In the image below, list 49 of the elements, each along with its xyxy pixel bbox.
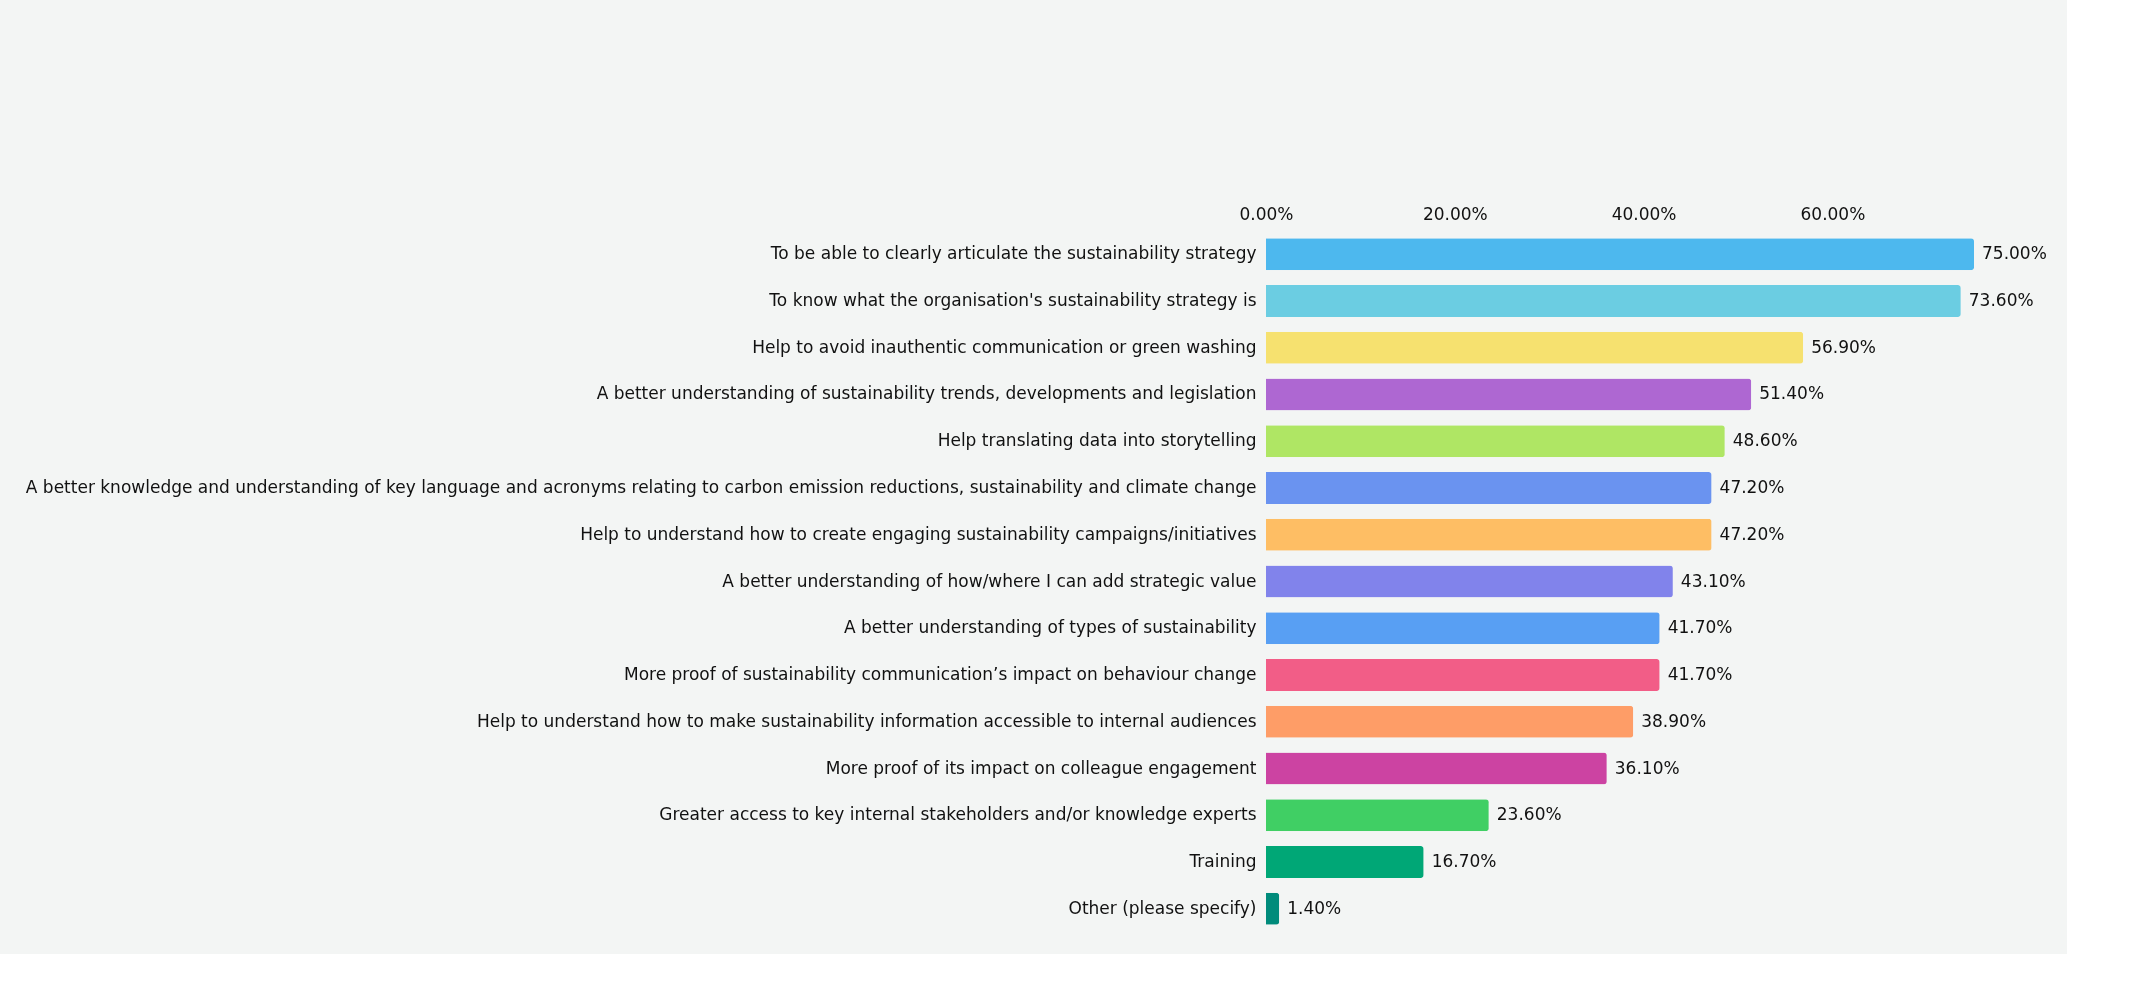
bar [1266,518,1712,551]
y-tick-label: Greater access to key internal stakeholders and/or knowledge experts [659,804,1257,825]
data-label: 41.70% [1667,617,1733,638]
y-tick-label: A better understanding of how/where I can add strategic value [722,570,1257,591]
bar [1266,331,1804,364]
bar [1266,425,1725,458]
y-tick-label: A better understanding of sustainability trends, developments and legislation [596,383,1257,404]
y-tick-label: Other (please specify) [1068,897,1257,918]
data-label: 1.40% [1287,897,1342,918]
data-label: 47.20% [1719,477,1785,497]
y-tick-label: Help to understand how to make sustainability information accessible to internal audiences [476,710,1257,731]
data-label: 51.40% [1759,383,1825,404]
data-label: 47.20% [1719,523,1785,544]
bar [1266,799,1489,832]
bar [1266,565,1673,598]
bar [1266,472,1712,504]
data-label: 41.70% [1667,664,1733,684]
data-label: 73.60% [1968,290,2034,310]
y-tick-label: Training [1188,851,1257,871]
y-tick-label: Help translating data into storytelling [937,430,1257,451]
bar [1266,892,1280,925]
x-tick-label: 20.00% [1422,203,1488,224]
bar [1266,378,1752,411]
y-tick-label: More proof of sustainability communication’s impact on behaviour change [624,664,1257,684]
x-tick-label: 40.00% [1611,203,1677,224]
x-tick-label: 60.00% [1800,203,1866,224]
bar [1266,612,1660,645]
data-label: 38.90% [1641,710,1707,731]
y-tick-label: A better knowledge and understanding of key language and acronyms relating to carbon emission reductions, sustainability and climate change [25,477,1257,497]
y-tick-label: Help to avoid inauthentic communication or green washing [752,336,1257,357]
y-tick-label: A better understanding of types of sustainability [844,617,1257,638]
x-tick-label: 0.00% [1239,203,1294,224]
bar [1266,705,1634,738]
bar [1266,846,1424,878]
bar [1266,285,1961,317]
y-tick-label: To know what the organisation's sustainability strategy is [768,290,1257,310]
data-label: 43.10% [1680,570,1746,591]
data-label: 48.60% [1732,430,1798,451]
data-label: 16.70% [1431,851,1497,871]
bar [1266,752,1607,785]
data-label: 56.90% [1811,336,1876,357]
y-tick-label: Help to understand how to create engaging sustainability campaigns/initiatives [580,523,1257,544]
y-tick-label: More proof of its impact on colleague engagement [825,757,1257,778]
data-label: 36.10% [1614,757,1680,778]
data-label: 75.00% [1982,243,2047,264]
bar [1266,659,1660,691]
y-tick-label: To be able to clearly articulate the sustainability strategy [769,243,1257,264]
data-label: 23.60% [1496,804,1562,825]
bar [1266,238,1974,271]
